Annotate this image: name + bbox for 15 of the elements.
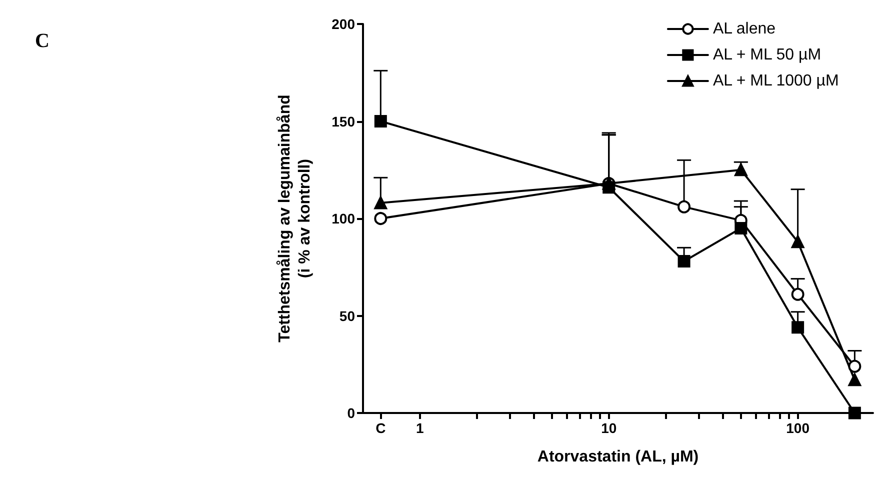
y-tick-label: 50 <box>339 308 356 324</box>
x-tick-label: C <box>376 420 386 436</box>
legend-label: AL + ML 1000 µM <box>712 72 839 90</box>
legend-label: AL alene <box>712 20 776 38</box>
legend-label: AL + ML 50 µM <box>712 46 822 64</box>
y-tick-label: 200 <box>332 16 356 32</box>
y-axis-title: Tetthetsmåling av legumainbånd (i % av kontroll) <box>276 94 314 342</box>
y-tick-label: 0 <box>347 405 356 421</box>
text: C <box>35 30 50 52</box>
x-tick-label: 1 <box>416 420 424 436</box>
y-tick-label: 100 <box>332 210 356 226</box>
x-tick-label: 10 <box>601 420 617 436</box>
x-tick-label: 100 <box>786 420 810 436</box>
x-axis-title: Atorvastatin (AL, µM) <box>537 448 699 466</box>
y-tick-label: 150 <box>332 113 356 130</box>
